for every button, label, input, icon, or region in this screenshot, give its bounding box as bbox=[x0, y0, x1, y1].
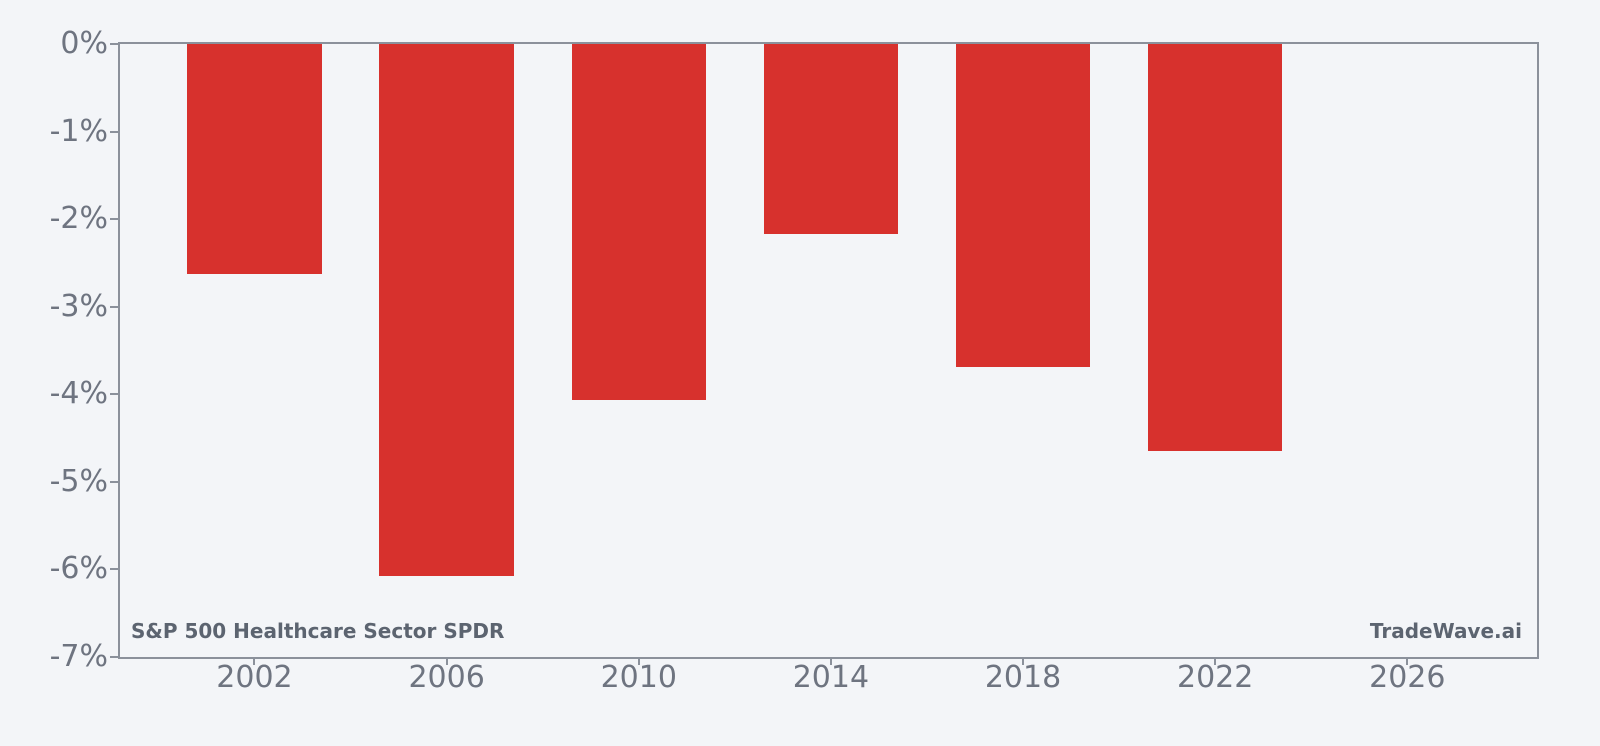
x-tick-label: 2018 bbox=[984, 660, 1062, 695]
y-tick-mark bbox=[110, 656, 118, 658]
y-tick-label: -1% bbox=[49, 113, 108, 149]
y-axis: 0% -1% -2% -3% -4% -5% -6% -7% bbox=[0, 26, 108, 674]
bar-2010 bbox=[571, 44, 706, 400]
y-tick-mark bbox=[110, 43, 118, 45]
x-tick-label: 2014 bbox=[792, 660, 870, 695]
y-tick-mark bbox=[110, 480, 118, 483]
x-tick-label: 2002 bbox=[216, 660, 293, 695]
y-tick-label: -4% bbox=[49, 376, 108, 412]
x-tick-label: 2006 bbox=[408, 660, 485, 695]
y-tick-label: 0% bbox=[60, 26, 108, 61]
x-tick-mark bbox=[445, 657, 448, 665]
y-tick-mark bbox=[110, 130, 118, 133]
x-axis: 2002 2006 2010 2014 2018 2022 2026 bbox=[120, 659, 1537, 709]
bar-2022 bbox=[1147, 44, 1283, 452]
x-tick-label: 2022 bbox=[1176, 660, 1254, 695]
plot-area: S&P 500 Healthcare Sector SPDR TradeWave… bbox=[118, 42, 1539, 659]
x-tick-mark bbox=[253, 657, 256, 665]
bar-2006 bbox=[379, 44, 514, 577]
x-tick-label: 2010 bbox=[600, 660, 677, 695]
x-tick-mark bbox=[829, 657, 832, 665]
y-tick-mark bbox=[110, 393, 118, 396]
x-tick-label: 2026 bbox=[1369, 660, 1446, 695]
series-label: S&P 500 Healthcare Sector SPDR bbox=[131, 619, 505, 643]
bar-2002 bbox=[187, 44, 322, 275]
y-tick-label: -3% bbox=[49, 288, 108, 324]
y-tick-label: -7% bbox=[49, 639, 108, 674]
y-tick-mark bbox=[110, 305, 118, 308]
x-tick-mark bbox=[1406, 657, 1409, 665]
x-tick-mark bbox=[1022, 657, 1025, 665]
y-tick-mark bbox=[110, 568, 118, 571]
y-tick-label: -2% bbox=[49, 201, 108, 237]
x-tick-mark bbox=[1214, 657, 1217, 665]
bar-2018 bbox=[955, 44, 1091, 368]
y-tick-label: -6% bbox=[49, 551, 108, 587]
bar-2014 bbox=[763, 44, 899, 235]
y-tick-label: -5% bbox=[49, 463, 108, 499]
x-tick-mark bbox=[637, 657, 640, 665]
y-tick-mark bbox=[110, 218, 118, 221]
watermark-label: TradeWave.ai bbox=[1369, 619, 1522, 643]
